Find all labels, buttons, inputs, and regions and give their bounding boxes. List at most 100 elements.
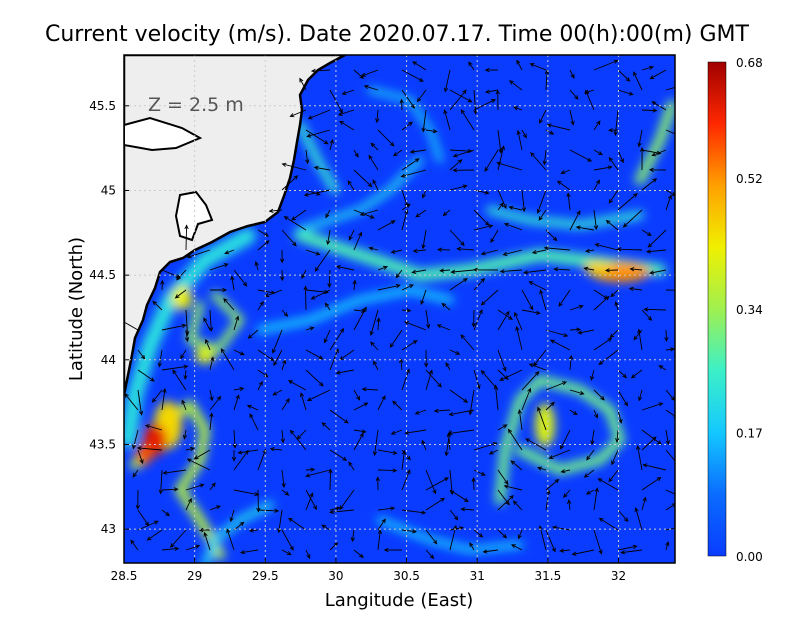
velocity-arrow [184, 329, 190, 343]
velocity-arrow [137, 389, 144, 416]
velocity-arrow [257, 300, 264, 311]
velocity-arrow [269, 447, 283, 452]
velocity-arrow [279, 249, 285, 264]
colorbar-tick-label: 0.68 [736, 56, 763, 70]
velocity-arrow [490, 229, 499, 244]
velocity-arrow [449, 389, 469, 403]
velocity-arrow [377, 283, 401, 291]
velocity-arrow [497, 529, 508, 539]
velocity-arrow [648, 167, 667, 172]
velocity-arrow [473, 224, 494, 231]
velocity-arrow [665, 194, 672, 211]
velocity-arrow [521, 129, 527, 139]
velocity-arrow [593, 149, 603, 156]
velocity-band [486, 206, 644, 229]
velocity-arrow [377, 395, 386, 411]
velocity-arrow [305, 289, 330, 295]
velocity-arrow [328, 509, 355, 515]
velocity-arrow [137, 369, 155, 382]
velocity-arrow [223, 297, 235, 311]
velocity-arrow [359, 209, 379, 217]
velocity-arrow [233, 315, 240, 331]
velocity-arrow [305, 467, 316, 472]
velocity-arrow [368, 246, 379, 251]
velocity-arrow [616, 247, 643, 252]
velocity-arrow [124, 393, 139, 411]
velocity-arrow [460, 109, 475, 131]
velocity-arrow [473, 529, 484, 538]
velocity-arrow [484, 149, 499, 172]
velocity-arrow [586, 449, 595, 461]
velocity-arrow [651, 149, 667, 157]
velocity-arrow [545, 381, 567, 391]
velocity-arrow [469, 542, 475, 551]
velocity-arrow [233, 394, 240, 411]
velocity-arrow [185, 446, 195, 452]
velocity-arrow [517, 529, 523, 540]
velocity-arrow [617, 369, 628, 379]
x-tick-label: 29 [187, 569, 202, 583]
velocity-arrow [641, 429, 662, 445]
velocity-arrow [521, 309, 541, 315]
velocity-arrow [348, 229, 355, 241]
velocity-arrow [593, 295, 610, 311]
velocity-arrow [353, 432, 364, 451]
velocity-arrows [124, 59, 675, 560]
velocity-arrow [641, 436, 657, 451]
velocity-arrow [560, 429, 571, 450]
velocity-arrow [495, 89, 500, 111]
velocity-arrow [281, 469, 286, 489]
x-tick-label: 29.5 [252, 569, 279, 583]
velocity-arrow [665, 86, 675, 91]
velocity-arrow [203, 317, 211, 331]
velocity-arrow [583, 469, 595, 478]
velocity-arrow [203, 531, 211, 551]
velocity-arrow [548, 449, 571, 459]
velocity-arrow [233, 349, 245, 356]
velocity-arrow [305, 349, 324, 360]
velocity-arrow [313, 165, 331, 171]
velocity-arrow [665, 189, 675, 196]
x-axis-label: Langitude (East) [325, 590, 473, 611]
velocity-arrow [273, 349, 283, 367]
velocity-arrow [513, 106, 523, 111]
velocity-arrow [360, 69, 379, 77]
velocity-arrow [530, 152, 547, 171]
velocity-arrow [377, 265, 388, 271]
velocity-arrow [390, 429, 403, 435]
velocity-arrow [617, 69, 631, 82]
velocity-arrow [449, 489, 469, 503]
velocity-arrow [593, 59, 619, 71]
velocity-arrow [593, 487, 599, 511]
velocity-arrow [268, 208, 283, 214]
velocity-arrow [569, 149, 593, 162]
velocity-arrow [124, 321, 139, 331]
velocity-arrow [549, 339, 571, 351]
velocity-arrow [376, 317, 381, 331]
velocity-arrow [162, 469, 187, 475]
velocity-arrow [544, 69, 550, 91]
velocity-arrow [306, 129, 331, 138]
velocity-arrow [401, 529, 418, 534]
velocity-arrow [310, 289, 331, 300]
colorbar-ticks: 0.00 0.17 0.34 0.52 0.68 [736, 56, 763, 564]
velocity-arrow [306, 389, 331, 402]
velocity-arrow [226, 528, 235, 551]
velocity-arrow [161, 546, 180, 551]
velocity-arrow [605, 219, 619, 231]
velocity-arrow [401, 284, 414, 291]
velocity-arrow [305, 489, 317, 511]
velocity-arrow [399, 358, 404, 371]
velocity-arrow [323, 329, 331, 344]
velocity-arrow [615, 429, 620, 444]
velocity-arrow [137, 520, 159, 531]
velocity-arrow [152, 300, 163, 311]
velocity-arrow [161, 487, 179, 492]
velocity-arrow [288, 517, 307, 531]
velocity-arrow [617, 544, 638, 551]
velocity-arrow [350, 529, 356, 543]
velocity-arrow [347, 180, 355, 191]
velocity-arrow [558, 289, 571, 307]
velocity-arrow [529, 63, 547, 71]
